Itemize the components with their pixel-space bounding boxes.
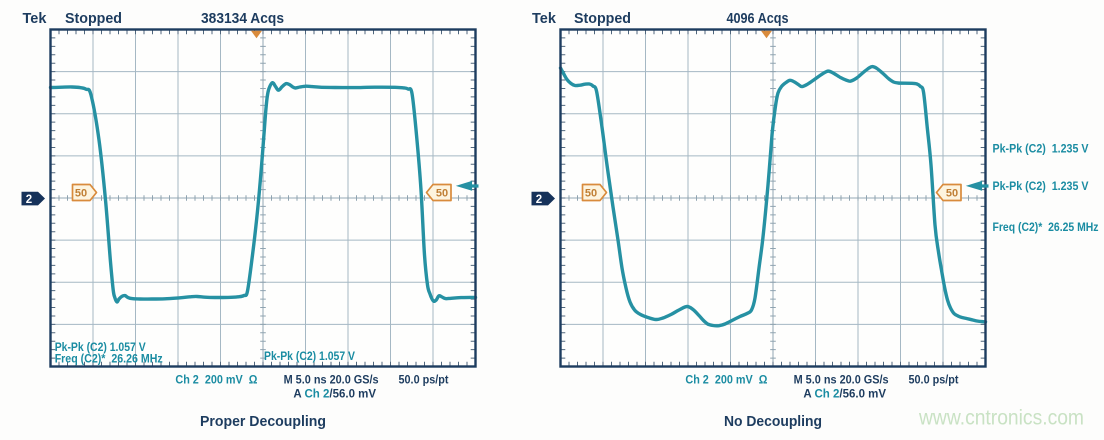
svg-text:Pk-Pk (C2) 1.057 V: Pk-Pk (C2) 1.057 V: [264, 351, 355, 363]
svg-text:50.0 ps/pt: 50.0 ps/pt: [399, 375, 449, 387]
svg-text:Tek: Tek: [532, 11, 557, 27]
svg-text:50: 50: [75, 188, 87, 200]
svg-text:50: 50: [436, 188, 448, 200]
svg-text:www.cntronics.com: www.cntronics.com: [918, 407, 1084, 430]
svg-text:Freq (C2)* 26.25 MHz: Freq (C2)* 26.25 MHz: [993, 222, 1099, 234]
svg-text:Ch 2 200 mV Ω: Ch 2 200 mV Ω: [685, 375, 767, 387]
svg-text:Stopped: Stopped: [574, 11, 631, 27]
svg-text:A Ch 2/56.0 mV: A Ch 2/56.0 mV: [803, 389, 886, 401]
svg-text:A Ch 2/56.0 mV: A Ch 2/56.0 mV: [293, 389, 376, 401]
svg-text:2: 2: [536, 194, 542, 206]
svg-text:M 5.0 ns 20.0 GS/s: M 5.0 ns 20.0 GS/s: [794, 375, 889, 387]
svg-text:Pk-Pk (C2) 1.235 V: Pk-Pk (C2) 1.235 V: [993, 181, 1089, 193]
svg-text:Tek: Tek: [23, 11, 48, 27]
svg-text:383134 Acqs: 383134 Acqs: [201, 11, 284, 27]
svg-text:50.0 ps/pt: 50.0 ps/pt: [909, 375, 959, 387]
svg-text:4096 Acqs: 4096 Acqs: [727, 11, 789, 27]
svg-text:Pk-Pk (C2) 1.235 V: Pk-Pk (C2) 1.235 V: [993, 144, 1089, 156]
svg-text:50: 50: [946, 188, 958, 200]
svg-text:M 5.0 ns 20.0 GS/s: M 5.0 ns 20.0 GS/s: [284, 375, 379, 387]
svg-text:Stopped: Stopped: [65, 11, 122, 27]
svg-text:Pk-Pk (C2) 1.057 V: Pk-Pk (C2) 1.057 V: [55, 342, 146, 354]
svg-text:Proper Decoupling: Proper Decoupling: [200, 413, 326, 430]
svg-text:50: 50: [585, 188, 597, 200]
svg-text:2: 2: [26, 194, 32, 206]
svg-text:No Decoupling: No Decoupling: [724, 413, 822, 430]
svg-text:Freq (C2)* 26.26 MHz: Freq (C2)* 26.26 MHz: [55, 353, 163, 365]
svg-text:Ch 2 200 mV Ω: Ch 2 200 mV Ω: [175, 375, 257, 387]
